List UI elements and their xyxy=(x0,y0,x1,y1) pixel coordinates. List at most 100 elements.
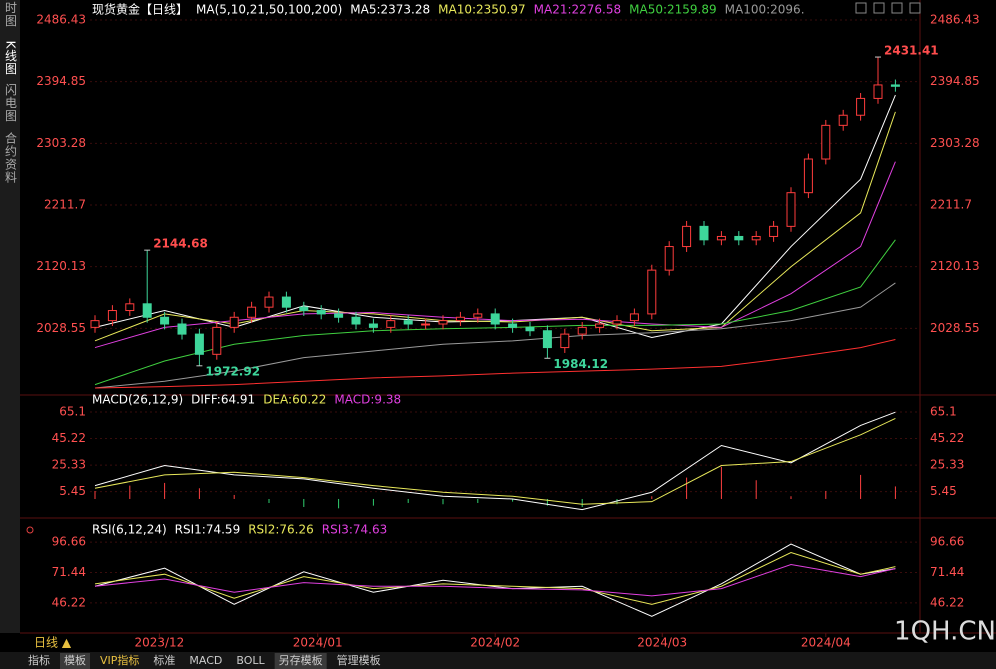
y-tick-label: 5.45 xyxy=(930,484,957,498)
candle-body xyxy=(177,323,187,335)
candle-body xyxy=(560,333,570,349)
indicator-line xyxy=(94,551,896,605)
candle-body xyxy=(699,225,709,241)
legend-item: MACD:9.38 xyxy=(334,393,401,407)
candle-body xyxy=(664,246,674,271)
candle-body xyxy=(786,192,796,227)
y-tick-label: 2211.7 xyxy=(44,198,86,212)
legend-item: MA50:2159.89 xyxy=(629,3,717,17)
candle-body xyxy=(438,320,448,325)
candle-body xyxy=(212,326,222,355)
y-tick-label: 65.1 xyxy=(59,404,86,418)
candle-body xyxy=(821,124,831,160)
indicator-line xyxy=(94,418,896,505)
annotation: 2144.68 xyxy=(153,237,208,251)
candle-body xyxy=(734,235,744,241)
y-tick-label: 45.22 xyxy=(930,431,964,445)
y-tick-label: 71.44 xyxy=(52,565,86,579)
legend-item: MA5:2373.28 xyxy=(350,3,430,17)
y-tick-label: 71.44 xyxy=(930,565,964,579)
x-tick-label: 2024/01 xyxy=(293,636,343,650)
legend-item: 现货黄金【日线】 xyxy=(92,2,188,17)
tab-bar xyxy=(0,652,996,669)
legend-item: MA(5,10,21,50,100,200) xyxy=(196,3,342,17)
candle-body xyxy=(421,323,431,326)
y-tick-label: 65.1 xyxy=(930,404,957,418)
x-tick-label: 2024/02 xyxy=(470,636,520,650)
candle-body xyxy=(247,306,257,318)
tab[interactable]: 指标 xyxy=(28,653,50,667)
candle-body xyxy=(125,303,135,312)
sidebar-tab[interactable]: K线图 xyxy=(4,41,18,76)
tab[interactable]: 管理模板 xyxy=(337,653,381,667)
legend-item: MACD(26,12,9) xyxy=(92,393,183,407)
annotation: 1972.92 xyxy=(205,364,260,378)
legend-item: MA21:2276.58 xyxy=(534,3,622,17)
sidebar-tab[interactable]: 闪电图 xyxy=(4,83,18,122)
candle-body xyxy=(107,310,117,322)
sidebar-tab[interactable]: 分时图 xyxy=(4,0,18,28)
candle-body xyxy=(281,296,291,308)
y-tick-label: 2028.55 xyxy=(36,321,86,335)
candle-body xyxy=(629,313,639,322)
candle-body xyxy=(316,310,326,315)
candle-body xyxy=(194,333,204,355)
period-label[interactable]: 日线 ▲ xyxy=(34,636,72,650)
candle-body xyxy=(612,320,622,325)
x-tick-label: 2023/12 xyxy=(134,636,184,650)
y-tick-label: 45.22 xyxy=(52,431,86,445)
y-tick-label: 5.45 xyxy=(59,484,86,498)
icon[interactable] xyxy=(909,2,921,14)
legend-item: RSI2:76.26 xyxy=(248,523,314,537)
candle-body xyxy=(803,158,813,194)
candle-body xyxy=(90,320,100,328)
legend-item: MA10:2350.97 xyxy=(438,3,526,17)
legend-item: MA100:2096. xyxy=(725,3,805,17)
tab[interactable]: VIP指标 xyxy=(100,653,139,667)
indicator-line xyxy=(94,564,896,597)
candle-body xyxy=(229,316,239,328)
candle-body xyxy=(351,316,361,325)
y-tick-label: 46.22 xyxy=(52,595,86,609)
y-tick-label: 2394.85 xyxy=(36,74,86,88)
y-tick-label: 25.33 xyxy=(52,458,86,472)
candle-body xyxy=(751,235,761,241)
tab[interactable]: MACD xyxy=(189,654,222,667)
candle-body xyxy=(299,306,309,312)
toolbar-icons[interactable] xyxy=(855,2,921,14)
indicator-line xyxy=(94,339,896,389)
candle-body xyxy=(542,330,552,349)
candle-body xyxy=(856,97,866,116)
legend-item: DEA:60.22 xyxy=(263,393,326,407)
candle-body xyxy=(490,313,500,325)
tab-active[interactable] xyxy=(60,653,90,669)
candle-body xyxy=(508,323,518,328)
icon[interactable] xyxy=(873,2,885,14)
candle-body xyxy=(716,235,726,241)
candle-body xyxy=(403,320,413,325)
tab[interactable]: 另存模板 xyxy=(279,653,323,667)
icon[interactable] xyxy=(891,2,903,14)
legend-item: RSI(6,12,24) xyxy=(92,523,167,537)
icon[interactable] xyxy=(855,2,867,14)
candle-body xyxy=(595,323,605,328)
candle-body xyxy=(455,316,465,322)
settings-icon[interactable] xyxy=(26,526,34,534)
sidebar-tab[interactable]: 合约资料 xyxy=(4,131,18,184)
x-tick-label: 2024/04 xyxy=(801,636,851,650)
y-tick-label: 96.66 xyxy=(52,535,86,549)
candle-body xyxy=(838,114,848,126)
candle-body xyxy=(334,313,344,318)
tab[interactable]: 标准 xyxy=(153,653,175,667)
y-tick-label: 2486.43 xyxy=(930,13,980,27)
y-tick-label: 46.22 xyxy=(930,595,964,609)
tab[interactable]: BOLL xyxy=(236,654,265,667)
legend-item: DIFF:64.91 xyxy=(191,393,255,407)
sidebar xyxy=(0,0,20,633)
tab[interactable]: 模板 xyxy=(64,653,86,667)
candle-body xyxy=(368,323,378,328)
indicator-line xyxy=(94,411,896,511)
candle-body xyxy=(769,225,779,237)
tab-active[interactable] xyxy=(274,653,327,669)
